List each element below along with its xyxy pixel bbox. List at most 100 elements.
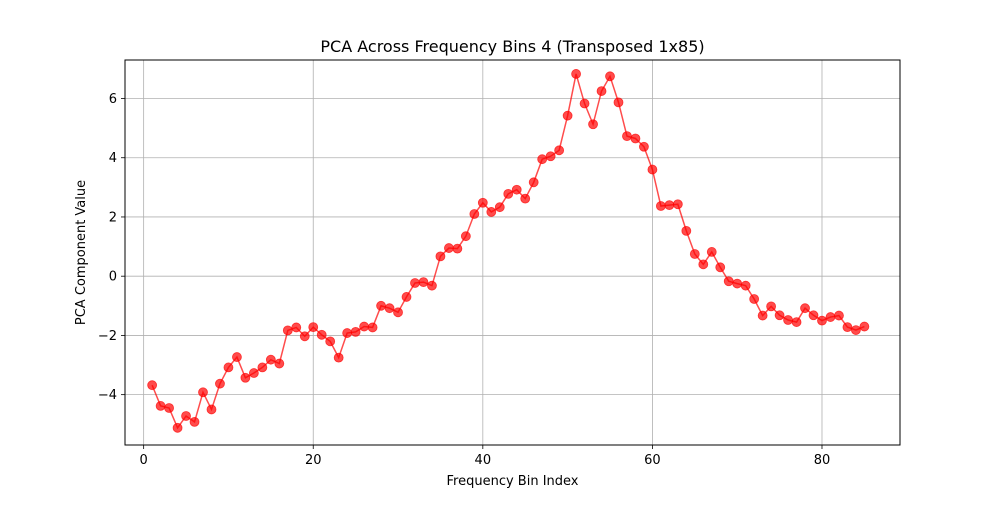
data-point bbox=[155, 401, 166, 411]
x-tick-label: 40 bbox=[475, 453, 492, 468]
data-point bbox=[274, 358, 285, 369]
data-point bbox=[664, 200, 675, 211]
data-point bbox=[401, 292, 412, 302]
data-point bbox=[147, 380, 158, 391]
data-point bbox=[732, 278, 743, 289]
data-point bbox=[232, 352, 242, 362]
data-point bbox=[571, 69, 581, 79]
data-point bbox=[265, 354, 276, 365]
data-point bbox=[215, 378, 225, 389]
data-point bbox=[427, 280, 437, 291]
data-point bbox=[291, 322, 302, 333]
data-point bbox=[622, 131, 632, 142]
y-tick-label: −4 bbox=[98, 388, 117, 403]
data-point bbox=[198, 387, 208, 398]
data-point bbox=[418, 277, 429, 288]
data-point bbox=[181, 411, 191, 421]
y-tick-label: −2 bbox=[98, 329, 117, 344]
axis-ticks: 0 20 40 60 80 −4 −2 0 2 4 6 bbox=[98, 92, 830, 468]
data-point bbox=[537, 154, 548, 165]
data-point bbox=[376, 300, 386, 311]
data-point bbox=[444, 243, 454, 253]
data-point bbox=[800, 303, 810, 314]
y-tick-label: 4 bbox=[109, 151, 117, 166]
data-point bbox=[588, 119, 598, 130]
x-tick-label: 20 bbox=[305, 453, 322, 468]
y-axis-label: PCA Component Value bbox=[74, 180, 89, 325]
data-point bbox=[605, 71, 615, 82]
data-point bbox=[596, 86, 607, 96]
data-point bbox=[325, 336, 336, 347]
data-point bbox=[859, 321, 870, 332]
data-point bbox=[672, 199, 683, 210]
data-point bbox=[308, 322, 319, 333]
data-point bbox=[172, 422, 183, 433]
data-point bbox=[393, 307, 403, 318]
y-tick-label: 2 bbox=[109, 210, 117, 225]
data-point bbox=[706, 247, 717, 257]
x-axis-label: Frequency Bin Index bbox=[447, 474, 579, 489]
data-point bbox=[851, 325, 861, 335]
series-layer bbox=[147, 69, 870, 433]
data-point bbox=[299, 331, 310, 342]
data-point bbox=[613, 97, 624, 108]
data-point bbox=[333, 352, 344, 363]
grid-lines bbox=[125, 60, 900, 445]
data-point bbox=[681, 225, 692, 236]
data-point bbox=[452, 243, 463, 254]
data-point bbox=[766, 301, 777, 312]
data-point bbox=[749, 294, 760, 304]
data-point bbox=[834, 310, 844, 321]
data-point bbox=[562, 110, 573, 121]
data-point bbox=[579, 98, 590, 109]
data-point bbox=[655, 201, 666, 211]
x-tick-label: 0 bbox=[140, 453, 148, 468]
plot-area-frame bbox=[124, 59, 901, 446]
data-point bbox=[791, 317, 802, 327]
data-point bbox=[647, 164, 658, 175]
data-point bbox=[164, 403, 174, 413]
data-point bbox=[630, 133, 641, 144]
data-point bbox=[460, 231, 471, 242]
data-point bbox=[477, 197, 488, 208]
data-point bbox=[511, 184, 522, 195]
data-point bbox=[808, 310, 819, 321]
data-point bbox=[715, 262, 726, 273]
data-point bbox=[545, 151, 556, 162]
data-point bbox=[774, 310, 785, 321]
chart-title: PCA Across Frequency Bins 4 (Transposed … bbox=[320, 37, 704, 56]
data-point bbox=[350, 326, 361, 337]
data-point bbox=[316, 329, 327, 340]
data-point bbox=[486, 207, 497, 217]
data-point bbox=[223, 362, 234, 373]
data-point bbox=[189, 416, 200, 427]
data-point bbox=[503, 188, 514, 199]
data-point bbox=[282, 325, 293, 336]
data-point bbox=[757, 310, 768, 321]
x-tick-label: 60 bbox=[644, 453, 661, 468]
data-point bbox=[240, 372, 251, 383]
data-point bbox=[825, 312, 836, 322]
y-tick-label: 6 bbox=[109, 92, 117, 107]
data-point bbox=[435, 251, 446, 262]
x-tick-label: 80 bbox=[814, 453, 831, 468]
data-point bbox=[367, 322, 378, 333]
data-point bbox=[410, 278, 420, 288]
y-tick-label: 0 bbox=[109, 270, 117, 285]
data-point bbox=[342, 328, 353, 338]
data-point bbox=[359, 321, 370, 332]
data-point bbox=[740, 280, 751, 291]
data-point bbox=[639, 141, 649, 152]
data-point bbox=[206, 404, 217, 415]
data-point bbox=[494, 202, 505, 213]
data-point bbox=[689, 249, 700, 259]
data-point bbox=[698, 259, 709, 270]
data-point bbox=[817, 315, 827, 326]
data-point bbox=[384, 303, 395, 314]
data-point bbox=[723, 276, 734, 287]
data-point bbox=[469, 209, 480, 219]
data-point bbox=[554, 145, 565, 156]
